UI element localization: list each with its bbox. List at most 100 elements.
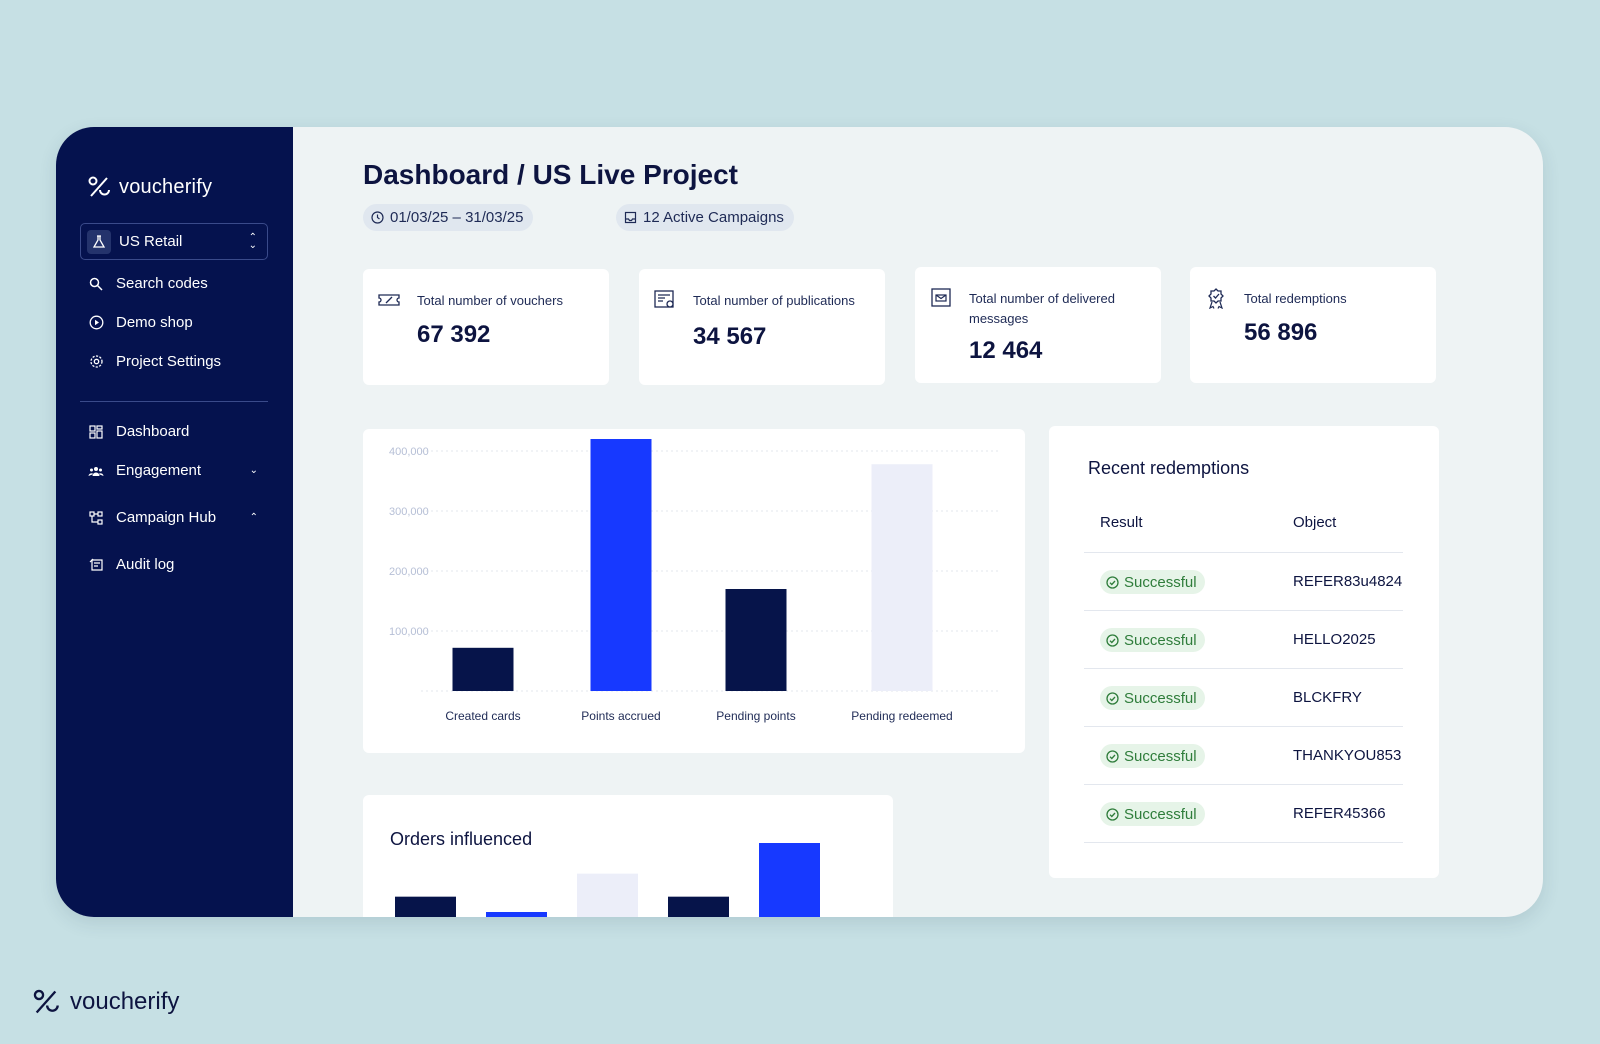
chart-bar[interactable]: [395, 896, 456, 917]
chevron-up-icon: ⌃: [249, 512, 258, 523]
recent-redemptions-title: Recent redemptions: [1088, 458, 1250, 478]
status-badge: Successful: [1100, 744, 1205, 768]
y-tick-label: 100,000: [389, 626, 429, 638]
sidebar-item-demo-shop[interactable]: Demo shop: [88, 314, 258, 331]
stat-card-messages[interactable]: Total number of delivered messages 12 46…: [915, 267, 1161, 383]
sidebar: voucherify US Retail ⌃ ⌄ Search codes Dem…: [56, 127, 293, 917]
grid-icon: [88, 424, 104, 440]
status-text: Successful: [1124, 805, 1197, 823]
column-header-result: Result: [1100, 514, 1143, 531]
people-icon: [88, 463, 104, 479]
check-circle-icon: [1106, 691, 1119, 705]
sidebar-item-label: Dashboard: [116, 423, 190, 440]
points-chart-panel: 100,000 200,000 300,000 400,000 Created card…: [363, 429, 1025, 753]
check-circle-icon: [1106, 633, 1119, 647]
footer-brand-logo: voucherify: [32, 988, 179, 1016]
object-code: HELLO2025: [1293, 631, 1376, 648]
sidebar-item-label: Demo shop: [116, 314, 193, 331]
project-selector[interactable]: US Retail ⌃ ⌄: [80, 223, 268, 260]
sidebar-item-campaign-hub[interactable]: Campaign Hub ⌃: [88, 509, 258, 526]
award-icon: [1208, 288, 1224, 309]
table-row[interactable]: Successful THANKYOU853: [1084, 727, 1403, 784]
voucherify-logo-icon: [33, 989, 59, 1014]
sidebar-item-dashboard[interactable]: Dashboard: [88, 423, 258, 440]
chevron-down-icon: ⌄: [249, 465, 258, 476]
stat-label: Total redemptions: [1244, 291, 1347, 306]
column-header-object: Object: [1293, 514, 1337, 531]
stat-label: Total number of publications: [693, 293, 855, 308]
table-row[interactable]: Successful REFER83u4824: [1084, 553, 1403, 610]
table-divider: [1084, 552, 1403, 553]
stat-value: 56 896: [1244, 319, 1318, 346]
status-badge: Successful: [1100, 686, 1205, 710]
voucherify-logo-icon: [88, 176, 110, 197]
main-content: Dashboard / US Live Project 01/03/25 – 3…: [293, 127, 1543, 917]
table-divider: [1084, 726, 1403, 727]
stat-card-redemptions[interactable]: Total redemptions 56 896: [1190, 267, 1436, 383]
stat-card-publications[interactable]: Total number of publications 34 567: [639, 269, 885, 385]
page-title: Dashboard / US Live Project: [363, 159, 738, 190]
sidebar-item-project-settings[interactable]: Project Settings: [88, 353, 258, 370]
y-tick-label: 300,000: [389, 506, 429, 518]
object-code: THANKYOU853: [1293, 747, 1402, 764]
orders-bar-chart: [395, 843, 820, 917]
object-code: REFER45366: [1293, 805, 1386, 822]
table-divider: [1084, 784, 1403, 785]
y-tick-label: 400,000: [389, 446, 429, 458]
object-code: REFER83u4824: [1293, 573, 1403, 590]
chevron-updown-icon: ⌃ ⌄: [248, 231, 257, 251]
status-text: Successful: [1124, 573, 1197, 591]
app-window: voucherify US Retail ⌃ ⌄ Search codes Dem…: [56, 127, 1543, 917]
project-selector-label: US Retail: [119, 233, 183, 250]
x-tick-label: Pending points: [716, 709, 795, 723]
chart-bar[interactable]: [725, 589, 787, 691]
hub-icon: [88, 510, 104, 526]
stat-value: 67 392: [417, 321, 491, 348]
table-row[interactable]: Successful HELLO2025: [1084, 611, 1403, 668]
status-text: Successful: [1124, 689, 1197, 707]
chart-bar[interactable]: [871, 464, 933, 691]
status-badge: Successful: [1100, 628, 1205, 652]
y-tick-label: 200,000: [389, 566, 429, 578]
chart-bar[interactable]: [759, 843, 820, 917]
table-divider: [1084, 842, 1403, 843]
chart-bar[interactable]: [590, 439, 652, 691]
chart-bar[interactable]: [668, 896, 729, 917]
sidebar-item-label: Campaign Hub: [116, 509, 217, 526]
recent-redemptions-panel: Recent redemptions Result Object Success…: [1049, 426, 1439, 878]
points-bar-chart: 100,000 200,000 300,000 400,000 Created card…: [389, 439, 999, 723]
gear-icon: [88, 354, 104, 370]
sidebar-item-audit-log[interactable]: Audit log: [88, 556, 258, 573]
check-circle-icon: [1106, 807, 1119, 821]
brand-wordmark: voucherify: [119, 175, 213, 198]
status-badge: Successful: [1100, 802, 1205, 826]
play-circle-icon: [88, 315, 104, 331]
x-tick-label: Points accrued: [581, 709, 660, 723]
brand-logo[interactable]: voucherify: [87, 175, 212, 199]
table-row[interactable]: Successful REFER45366: [1084, 785, 1403, 842]
active-campaigns-text: 12 Active Campaigns: [643, 209, 784, 226]
table-divider: [1084, 610, 1403, 611]
stat-label: Total number of vouchers: [417, 293, 563, 308]
stat-card-vouchers[interactable]: Total number of vouchers 67 392: [363, 269, 609, 385]
audit-icon: [88, 557, 104, 573]
orders-influenced-title: Orders influenced: [390, 829, 533, 849]
check-circle-icon: [1106, 749, 1119, 763]
table-divider: [1084, 668, 1403, 669]
search-icon: [88, 276, 104, 292]
date-range-chip[interactable]: 01/03/25 – 31/03/25: [363, 204, 534, 231]
chart-bar[interactable]: [577, 873, 638, 917]
chart-bar[interactable]: [452, 647, 514, 691]
status-badge: Successful: [1100, 570, 1205, 594]
sidebar-item-label: Search codes: [116, 275, 208, 292]
x-tick-label: Created cards: [445, 709, 520, 723]
active-campaigns-chip[interactable]: 12 Active Campaigns: [616, 204, 794, 231]
chart-bar[interactable]: [486, 912, 547, 917]
table-row[interactable]: Successful BLCKFRY: [1084, 669, 1403, 726]
sidebar-item-search-codes[interactable]: Search codes: [88, 275, 258, 292]
status-text: Successful: [1124, 747, 1197, 765]
sidebar-item-engagement[interactable]: Engagement ⌄: [88, 462, 258, 479]
stat-value: 12 464: [969, 337, 1043, 364]
check-circle-icon: [1106, 575, 1119, 589]
date-range-text: 01/03/25 – 31/03/25: [390, 209, 524, 226]
